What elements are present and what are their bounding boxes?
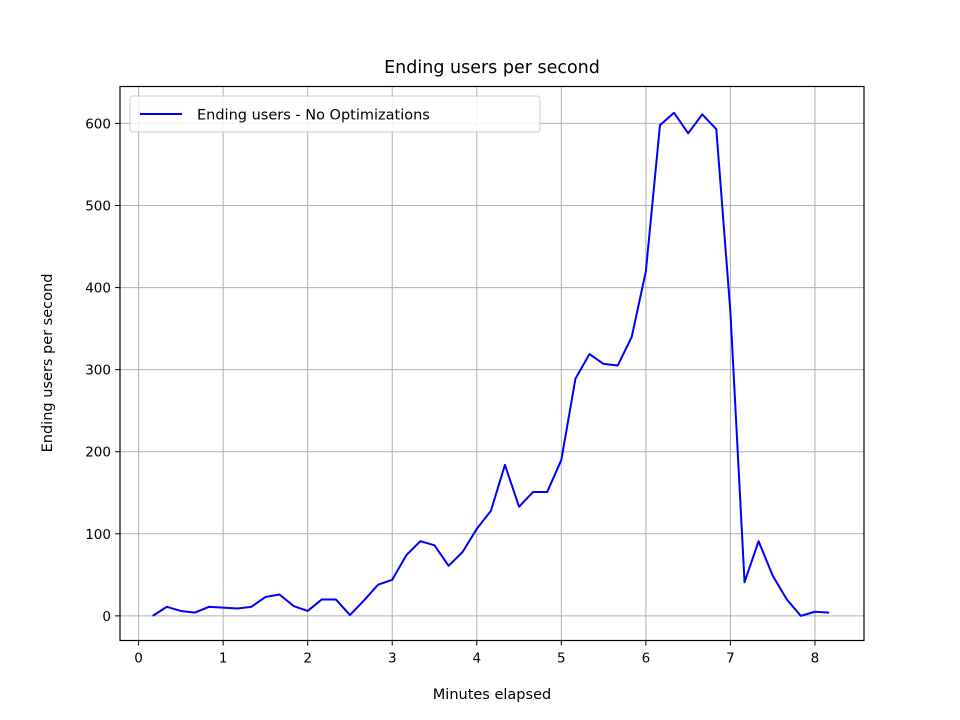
x-tick-label: 4: [472, 651, 481, 667]
y-tick-label: 400: [85, 281, 111, 297]
y-tick-label: 0: [102, 609, 111, 625]
legend-label: Ending users - No Optimizations: [197, 108, 430, 124]
series-line: [152, 111, 830, 617]
x-tick-label: 5: [557, 651, 566, 667]
y-tick-label: 200: [85, 445, 111, 461]
chart-title: Ending users per second: [384, 58, 600, 78]
legend-box: [129, 95, 541, 133]
x-tick-label: 0: [134, 651, 143, 667]
grid: [120, 86, 864, 641]
x-tick-label: 3: [388, 651, 397, 667]
x-tick-label: 8: [811, 651, 820, 667]
series-layer: [152, 111, 830, 617]
legend: Ending users - No Optimizations: [129, 95, 541, 133]
x-tick-label: 2: [303, 651, 312, 667]
y-tick-label: 500: [85, 199, 111, 215]
y-tick-label: 600: [85, 116, 111, 132]
y-axis-label: Ending users per second: [40, 274, 56, 453]
x-tick-label: 7: [726, 651, 735, 667]
tick-layer: 0 1 2 3 4 5 6 7 8 0 100 200 300 400 500 600: [85, 116, 819, 666]
y-tick-label: 300: [85, 363, 111, 379]
x-axis-label: Minutes elapsed: [433, 687, 551, 703]
y-tick-label: 100: [85, 527, 111, 543]
x-tick-label: 1: [219, 651, 228, 667]
x-tick-label: 6: [642, 651, 651, 667]
plot-frame: [119, 85, 865, 642]
